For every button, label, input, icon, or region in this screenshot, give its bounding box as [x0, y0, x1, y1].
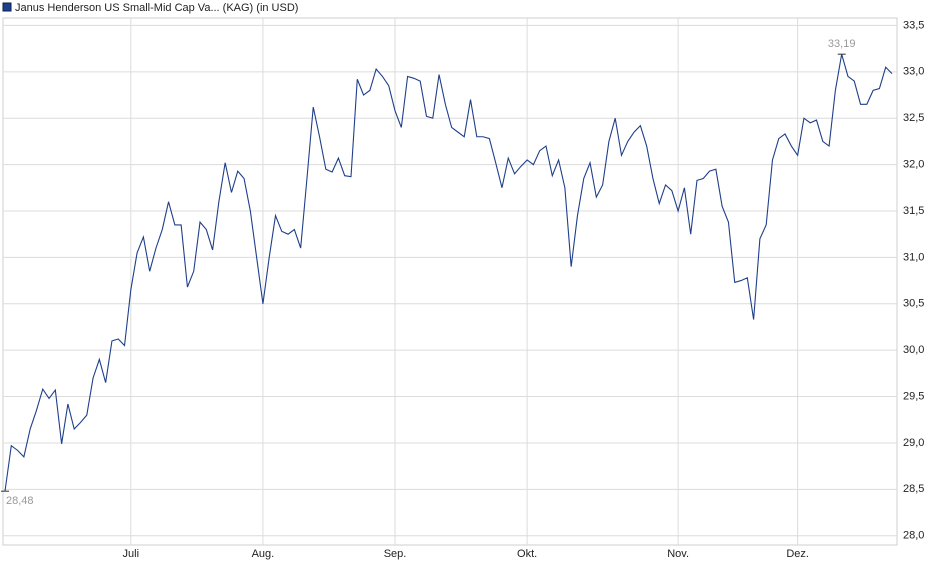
y-tick-label: 32,5 [903, 112, 924, 124]
x-tick-label: Okt. [517, 548, 537, 560]
x-tick-label: Juli [123, 548, 140, 560]
x-tick-label: Aug. [252, 548, 275, 560]
legend-label: Janus Henderson US Small-Mid Cap Va... (… [15, 2, 298, 14]
y-tick-label: 32,0 [903, 159, 924, 171]
y-tick-label: 30,5 [903, 298, 924, 310]
y-tick-label: 28,5 [903, 483, 924, 495]
annotation-label: 33,19 [828, 38, 856, 50]
x-tick-label: Dez. [786, 548, 809, 560]
x-tick-label: Sep. [384, 548, 407, 560]
y-tick-label: 33,5 [903, 19, 924, 31]
plot-frame [2, 17, 898, 546]
y-tick-label: 31,5 [903, 205, 924, 217]
y-tick-label: 30,0 [903, 344, 924, 356]
legend-swatch [2, 2, 12, 12]
x-tick-label: Nov. [667, 548, 689, 560]
y-tick-label: 31,0 [903, 251, 924, 263]
y-tick-label: 29,0 [903, 437, 924, 449]
line [4, 54, 893, 492]
annotation-label: 28,48 [6, 495, 34, 507]
y-tick-label: 28,0 [903, 530, 924, 542]
y-tick-label: 29,5 [903, 390, 924, 402]
y-tick-label: 33,0 [903, 66, 924, 78]
